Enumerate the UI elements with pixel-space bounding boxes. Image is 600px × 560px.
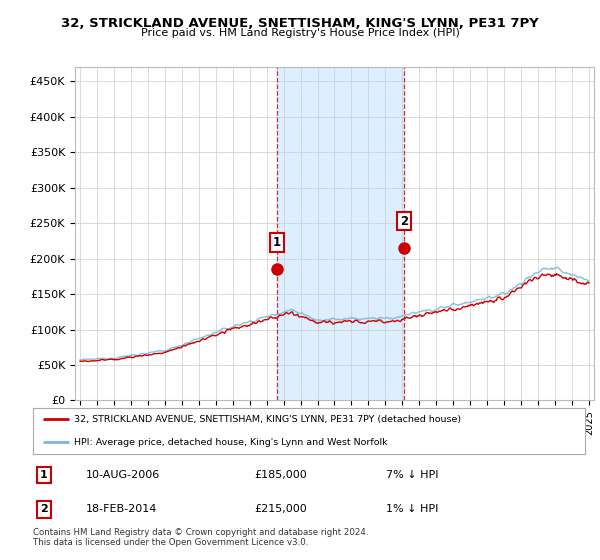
- Text: 1: 1: [40, 470, 48, 480]
- Text: 18-FEB-2014: 18-FEB-2014: [85, 505, 157, 515]
- Text: Price paid vs. HM Land Registry's House Price Index (HPI): Price paid vs. HM Land Registry's House …: [140, 28, 460, 38]
- Text: 7% ↓ HPI: 7% ↓ HPI: [386, 470, 439, 480]
- Text: £215,000: £215,000: [254, 505, 307, 515]
- Text: Contains HM Land Registry data © Crown copyright and database right 2024.
This d: Contains HM Land Registry data © Crown c…: [33, 528, 368, 547]
- Text: £185,000: £185,000: [254, 470, 307, 480]
- Text: 2: 2: [400, 214, 409, 227]
- Text: 32, STRICKLAND AVENUE, SNETTISHAM, KING'S LYNN, PE31 7PY: 32, STRICKLAND AVENUE, SNETTISHAM, KING'…: [61, 17, 539, 30]
- Text: 32, STRICKLAND AVENUE, SNETTISHAM, KING'S LYNN, PE31 7PY (detached house): 32, STRICKLAND AVENUE, SNETTISHAM, KING'…: [74, 414, 461, 424]
- Text: 2: 2: [40, 505, 48, 515]
- Text: 1% ↓ HPI: 1% ↓ HPI: [386, 505, 439, 515]
- Text: 10-AUG-2006: 10-AUG-2006: [85, 470, 160, 480]
- Bar: [277, 67, 404, 400]
- Text: 1: 1: [273, 236, 281, 249]
- Text: HPI: Average price, detached house, King's Lynn and West Norfolk: HPI: Average price, detached house, King…: [74, 437, 388, 447]
